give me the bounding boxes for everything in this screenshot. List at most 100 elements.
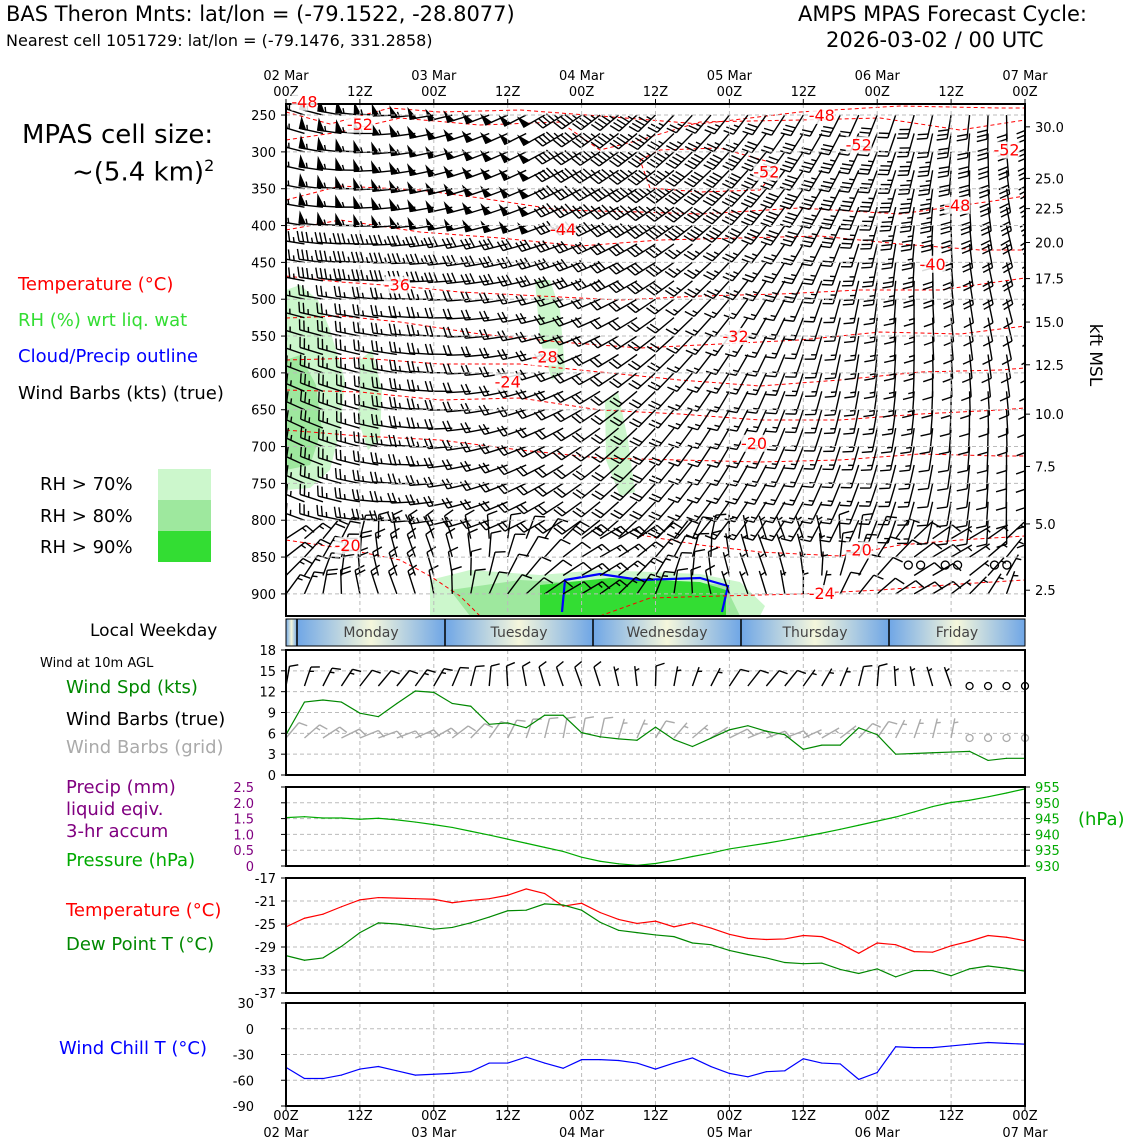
barb-flag [839,227,850,231]
upper-wind-barb [799,169,823,192]
barb-flag [597,171,607,180]
barb-flag [579,259,587,269]
barb-half-flag [378,166,382,173]
barb-flag [960,239,972,246]
upper-wind-barb [298,191,324,208]
upper-wind-barb [571,132,601,149]
barb-flag [341,251,346,262]
barb-flag [702,199,713,207]
barb-flag [391,511,397,523]
barb-flag [560,205,569,215]
barb-half-flag [292,273,295,279]
barb-flag [901,267,913,271]
barb-staff [286,127,305,135]
barb-flag [375,414,379,426]
barb-flag [745,373,756,377]
barb-half-flag [290,472,293,478]
barb-flag [404,514,411,525]
barb-staff [848,188,860,212]
barb-flag [649,323,660,331]
barb-flag [460,239,467,250]
barb-flag [941,248,952,254]
upper-wind-barb [800,519,823,543]
barb-flag [638,187,648,196]
upper-wind-barb [666,354,693,373]
barb-flag [429,343,434,355]
upper-wind-barb [628,114,656,133]
barb-flag [410,455,415,467]
upper-wind-barb [882,391,897,418]
barb-flag [799,225,811,229]
barb-half-flag [849,178,855,181]
barb-half-flag [300,544,307,549]
barb-staff [858,514,864,539]
barb-flag [977,147,988,152]
upper-wind-barb [552,240,582,254]
barb-flag [560,134,570,143]
barb-half-flag [329,256,332,262]
barb-flag [356,304,360,316]
barb-staff [794,335,804,359]
barb-flag [601,543,611,552]
barb-half-flag [323,163,327,170]
barb-flag [666,367,677,373]
upper-wind-barb [478,310,508,322]
barb-flag [560,170,570,179]
barb-half-flag [609,115,615,120]
upper-wind-barb [879,464,897,490]
upper-wind-barb [784,335,804,360]
barb-half-flag [830,177,836,181]
upper-wind-barb [704,564,716,595]
upper-wind-barb [843,409,860,435]
barb-flag [705,214,716,222]
barb-flag [305,249,309,261]
barb-flag [388,434,393,446]
upper-wind-barb [316,485,342,503]
barb-flag [388,546,399,554]
upper-wind-barb [299,483,324,503]
barb-flag [375,395,379,407]
upper-wind-barb [552,334,582,346]
upper-wind-barb [591,519,620,537]
barb-staff [704,570,712,595]
barb-staff [562,541,583,558]
barb-flag [838,510,850,516]
barb-staff [372,500,397,503]
temp-label-bg [531,348,558,366]
barb-half-flag [798,534,804,539]
barb-flag [570,300,579,310]
barb-half-flag [790,481,796,484]
pressure-tick-label: 400 [251,220,276,235]
barb-flag [406,360,411,372]
upper-wind-barb [956,501,971,529]
barb-flag [552,157,562,166]
barb-flag [303,466,306,477]
barb-half-flag [273,398,274,403]
barb-half-flag [781,571,787,576]
upper-wind-barb [920,207,934,234]
barb-staff [966,520,971,545]
barb-flag [646,326,656,334]
barb-flag [634,190,644,198]
upper-wind-barb [590,372,619,387]
barb-flag [601,204,610,213]
upper-wind-barb [921,225,934,253]
upper-wind-barb [562,541,592,558]
barb-staff [657,501,675,521]
barb-flag [442,326,448,338]
upper-wind-barb [534,464,564,478]
barb-pennant [353,195,362,210]
barb-half-flag [906,446,912,449]
barb-flag [782,182,793,188]
barb-flag [941,396,953,401]
upper-wind-barb [785,372,804,397]
barb-half-flag [733,290,739,294]
upper-wind-barb [818,133,841,156]
barb-flag [288,267,291,279]
barb-flag [423,272,429,283]
barb-flag [318,232,323,243]
kft-tick-label: 15.0 [1035,316,1064,331]
barb-flag [505,274,513,285]
barb-flag [1021,247,1025,251]
barb-flag [515,487,525,496]
